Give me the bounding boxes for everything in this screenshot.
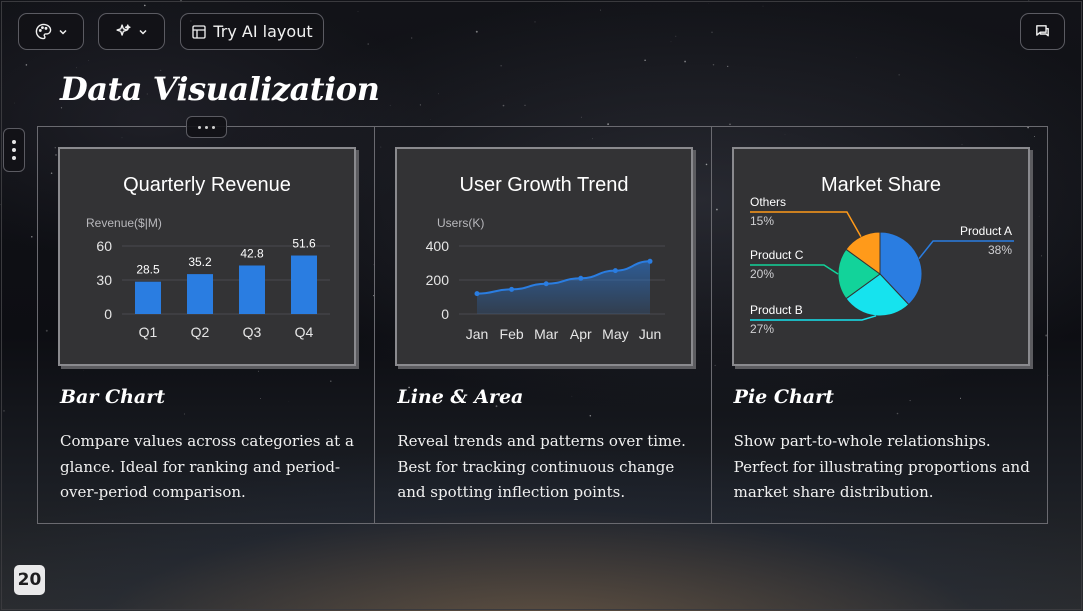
chevron-down-icon [58, 27, 68, 37]
slice-percent: 20% [750, 267, 774, 281]
pie-chart: Market Share Product A 38% Product B 27% Prod… [749, 174, 1014, 336]
comment-icon [1034, 23, 1051, 40]
y-tick-label: 30 [96, 272, 112, 288]
x-tick-label: Q1 [139, 324, 158, 340]
data-point [578, 275, 584, 281]
x-tick-label: Q3 [243, 324, 262, 340]
x-tick-label: Q4 [295, 324, 314, 340]
bar-chart: Quarterly Revenue Revenue($|M) 0 30 60 28.5 Q1… [86, 174, 330, 340]
data-point [474, 291, 480, 297]
y-tick-label: 60 [96, 238, 112, 254]
slice-percent: 27% [750, 322, 774, 336]
leader-line [749, 315, 876, 321]
slice-percent: 38% [988, 243, 1012, 257]
ai-assist-button[interactable] [98, 13, 165, 50]
leader-line [749, 211, 862, 237]
x-tick-label: Apr [570, 326, 592, 342]
data-point [647, 258, 653, 264]
slice-label: Product C [750, 248, 804, 262]
layout-icon [191, 24, 207, 40]
data-label: 35.2 [188, 255, 212, 269]
slice-percent: 15% [750, 214, 774, 228]
cards-grid: Quarterly Revenue Revenue($|M) 0 30 60 28.5 Q1… [37, 126, 1048, 524]
series-line [477, 260, 651, 295]
page-number-badge: 20 [14, 565, 45, 595]
leader-line [749, 264, 839, 275]
side-drag-handle[interactable] [3, 128, 25, 172]
y-tick-label: 400 [426, 238, 450, 254]
line-chart-image: User Growth Trend Users(K) 0 200 400 Jan Feb Ma… [395, 147, 694, 366]
y-axis-label: Users(K) [437, 216, 484, 230]
x-tick-label: Mar [534, 326, 558, 342]
palette-icon [35, 23, 52, 40]
data-label: 42.8 [240, 246, 264, 260]
y-tick-label: 0 [442, 306, 450, 322]
slice-label: Product A [960, 224, 1012, 238]
chevron-down-icon [138, 27, 148, 37]
x-tick-label: Feb [500, 326, 524, 342]
x-tick-label: Q2 [191, 324, 210, 340]
area-fill [477, 261, 651, 314]
bar-chart-image: Quarterly Revenue Revenue($|M) 0 30 60 28.5 Q1… [58, 147, 356, 366]
pie-chart-image: Market Share Product A 38% Product B 27% Prod… [731, 147, 1030, 366]
card-line-chart[interactable]: User Growth Trend Users(K) 0 200 400 Jan Feb Ma… [374, 127, 710, 523]
bar [135, 281, 161, 314]
data-point [613, 268, 619, 274]
data-point [509, 286, 515, 292]
y-tick-label: 200 [426, 272, 450, 288]
card-description: Show part-to-whole relationships. Perfec… [733, 432, 1030, 501]
x-tick-label: Jun [639, 326, 662, 342]
block-drag-handle[interactable] [186, 116, 227, 138]
line-chart: User Growth Trend Users(K) 0 200 400 Jan Feb Ma… [426, 174, 666, 342]
card-heading: Pie Chart [733, 386, 834, 408]
card-heading: Line & Area [397, 386, 524, 408]
bar [291, 255, 317, 314]
bar [239, 265, 265, 314]
slide-title[interactable]: Data Visualization [60, 70, 380, 108]
x-tick-label: Jan [466, 326, 489, 342]
data-point [544, 281, 550, 287]
card-description: Reveal trends and patterns over time. Be… [397, 432, 686, 501]
chart-title: User Growth Trend [460, 174, 629, 196]
comments-button[interactable] [1020, 13, 1065, 50]
chart-title: Market Share [821, 174, 941, 196]
card-pie-chart[interactable]: Market Share Product A 38% Product B 27% Prod… [710, 127, 1047, 523]
slice-label: Product B [750, 303, 803, 317]
bar [187, 274, 213, 314]
try-ai-layout-button[interactable]: Try AI layout [180, 13, 324, 50]
y-axis-label: Revenue($|M) [86, 216, 162, 230]
y-tick-label: 0 [104, 306, 112, 322]
card-bar-chart[interactable]: Quarterly Revenue Revenue($|M) 0 30 60 28.5 Q1… [38, 127, 374, 523]
data-label: 51.6 [292, 237, 316, 251]
card-description: Compare values across categories at a gl… [60, 432, 354, 501]
chart-title: Quarterly Revenue [123, 174, 291, 196]
theme-button[interactable] [18, 13, 84, 50]
pie-slice [879, 231, 923, 306]
leader-line [918, 240, 1014, 260]
try-ai-layout-label: Try AI layout [213, 22, 313, 41]
card-heading: Bar Chart [60, 386, 166, 408]
slice-label: Others [750, 195, 786, 209]
data-label: 28.5 [136, 263, 160, 277]
x-tick-label: May [603, 326, 629, 342]
sparkle-icon [115, 23, 132, 40]
